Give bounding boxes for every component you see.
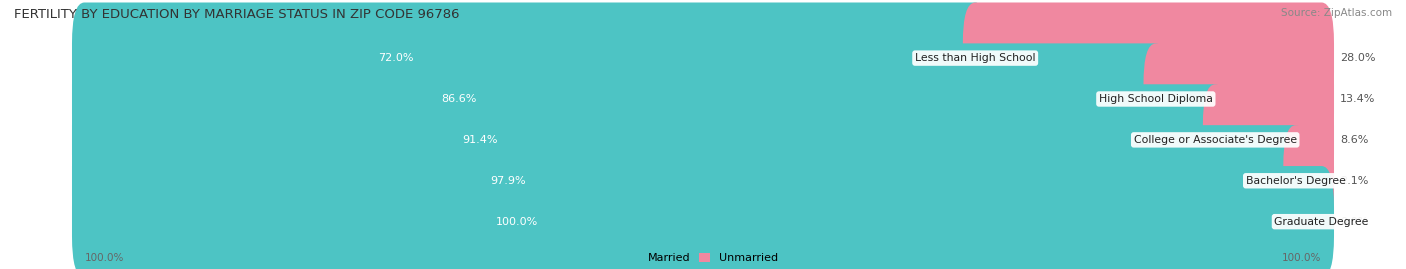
FancyBboxPatch shape — [72, 125, 1308, 236]
FancyBboxPatch shape — [75, 46, 1331, 152]
FancyBboxPatch shape — [75, 5, 1331, 111]
Text: Bachelor's Degree: Bachelor's Degree — [1246, 176, 1346, 186]
Text: 91.4%: 91.4% — [463, 135, 498, 145]
Text: FERTILITY BY EDUCATION BY MARRIAGE STATUS IN ZIP CODE 96786: FERTILITY BY EDUCATION BY MARRIAGE STATU… — [14, 8, 460, 21]
FancyBboxPatch shape — [1284, 125, 1334, 236]
Text: Less than High School: Less than High School — [915, 53, 1035, 63]
Text: 28.0%: 28.0% — [1340, 53, 1375, 63]
FancyBboxPatch shape — [1143, 43, 1334, 155]
Text: 100.0%: 100.0% — [496, 217, 538, 227]
Text: High School Diploma: High School Diploma — [1099, 94, 1213, 104]
Text: 0.0%: 0.0% — [1340, 217, 1368, 227]
FancyBboxPatch shape — [75, 168, 1331, 269]
Text: 97.9%: 97.9% — [491, 176, 526, 186]
Legend: Married, Unmarried: Married, Unmarried — [627, 253, 779, 263]
Text: College or Associate's Degree: College or Associate's Degree — [1133, 135, 1296, 145]
Text: 72.0%: 72.0% — [378, 53, 413, 63]
Text: 13.4%: 13.4% — [1340, 94, 1375, 104]
Text: 2.1%: 2.1% — [1340, 176, 1368, 186]
Text: 86.6%: 86.6% — [441, 94, 477, 104]
Text: Graduate Degree: Graduate Degree — [1274, 217, 1369, 227]
Text: 100.0%: 100.0% — [1282, 253, 1322, 263]
FancyBboxPatch shape — [72, 84, 1227, 196]
Text: 8.6%: 8.6% — [1340, 135, 1368, 145]
FancyBboxPatch shape — [72, 166, 1334, 269]
FancyBboxPatch shape — [75, 87, 1331, 193]
FancyBboxPatch shape — [963, 2, 1334, 114]
Text: Source: ZipAtlas.com: Source: ZipAtlas.com — [1281, 8, 1392, 18]
FancyBboxPatch shape — [72, 2, 987, 114]
FancyBboxPatch shape — [75, 128, 1331, 234]
Text: 100.0%: 100.0% — [84, 253, 124, 263]
FancyBboxPatch shape — [72, 43, 1168, 155]
FancyBboxPatch shape — [1204, 84, 1334, 196]
